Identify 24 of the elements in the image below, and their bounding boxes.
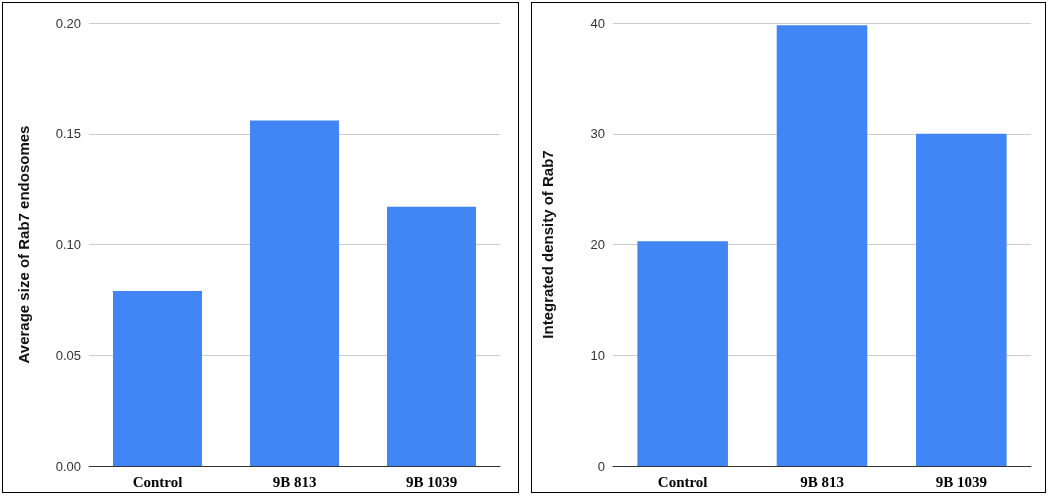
bar — [916, 133, 1007, 466]
y-tick-label: 10 — [590, 347, 605, 363]
y-tick-label: 0.05 — [55, 347, 81, 363]
y-tick-label: 0 — [597, 458, 605, 474]
x-tick-label: Control — [132, 473, 183, 490]
y-tick-label: 0.15 — [55, 126, 81, 142]
bar — [776, 25, 868, 466]
y-tick-label: 0.00 — [55, 458, 81, 474]
x-tick-label: Control — [657, 473, 708, 490]
bar — [386, 206, 477, 466]
y-tick-label: 40 — [590, 15, 605, 31]
x-tick-label: 9B 1039 — [935, 473, 987, 490]
bar — [249, 120, 340, 466]
y-tick-label: 30 — [590, 126, 605, 142]
x-tick-label: 9B 813 — [800, 473, 844, 490]
y-tick-label: 20 — [590, 237, 605, 252]
y-tick-label: 0.10 — [55, 237, 81, 252]
x-tick-label: 9B 813 — [272, 473, 317, 490]
x-tick-label: 9B 1039 — [405, 473, 458, 490]
bar — [112, 291, 203, 466]
y-axis-title: Integrated density of Rab7 — [539, 150, 556, 339]
bar — [637, 241, 728, 466]
y-axis-title: Average size of Rab7 endosomes — [15, 125, 32, 364]
y-tick-label: 0.20 — [55, 15, 81, 31]
